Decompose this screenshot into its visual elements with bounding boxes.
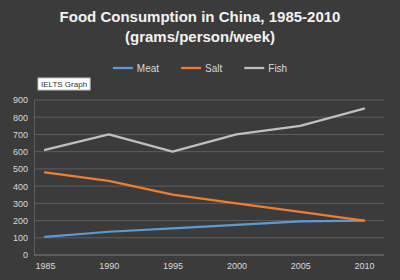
grid-line	[34, 237, 384, 238]
y-tick-label: 900	[13, 95, 28, 105]
x-tick: 2005	[291, 261, 311, 271]
x-tick: 1985	[35, 261, 55, 271]
x-tick-label: 2005	[291, 261, 311, 271]
x-tick-label: 2010	[354, 261, 374, 271]
chart: Food Consumption in China, 1985-2010 (gra…	[0, 0, 400, 280]
grid-line	[34, 186, 384, 187]
x-axis-line	[34, 255, 384, 256]
series-line	[45, 221, 364, 237]
series-line	[45, 109, 364, 152]
title: Food Consumption in China, 1985-2010	[60, 8, 341, 25]
grid	[34, 100, 384, 255]
y-tick-label: 800	[13, 113, 28, 123]
legend-item: Fish	[244, 63, 287, 74]
y-tick-label: 300	[13, 199, 28, 209]
series-line	[45, 172, 364, 220]
y-tick: 200	[13, 216, 28, 226]
grid-line	[34, 100, 384, 101]
x-tick-label: 1995	[163, 261, 183, 271]
y-tick: 600	[13, 147, 28, 157]
x-tick: 2010	[354, 261, 374, 271]
grid-line	[34, 134, 384, 135]
annotation-box	[38, 78, 90, 90]
legend-label: Fish	[268, 63, 287, 74]
y-tick: 400	[13, 181, 28, 191]
y-axis-line	[34, 101, 35, 256]
y-tick: 900	[13, 95, 28, 105]
y-tick-label: 0	[23, 250, 28, 260]
lines	[45, 109, 364, 237]
x-tick-label: 2000	[227, 261, 247, 271]
x-tick: 1990	[99, 261, 119, 271]
y-axis: 0 100 200 300 400 500 600 700 800 900	[13, 95, 35, 260]
grid-line	[34, 168, 384, 169]
y-tick-label: 100	[13, 233, 28, 243]
legend-swatch	[244, 67, 264, 69]
y-tick-label: 500	[13, 164, 28, 174]
legend-label: Meat	[137, 63, 159, 74]
grid-line	[34, 151, 384, 152]
x-tick: 2000	[227, 261, 247, 271]
legend-label: Salt	[205, 63, 222, 74]
legend: Meat Salt Fish	[113, 63, 287, 74]
grid-line	[34, 255, 384, 256]
legend-item: Meat	[113, 63, 159, 74]
y-tick: 300	[13, 199, 28, 209]
y-tick: 500	[13, 164, 28, 174]
y-tick: 0	[23, 250, 28, 260]
x-axis: 1985 1990 1995 2000 2005 2010	[34, 255, 384, 271]
x-tick-label: 1990	[99, 261, 119, 271]
y-tick-label: 700	[13, 130, 28, 140]
legend-swatch	[113, 67, 133, 69]
y-tick-label: 200	[13, 216, 28, 226]
background	[0, 0, 400, 280]
annotation-text: IELTS Graph	[41, 80, 87, 89]
y-tick-label: 400	[13, 181, 28, 191]
legend-item: Salt	[181, 63, 222, 74]
annotation: IELTS Graph	[38, 78, 90, 90]
x-tick: 1995	[163, 261, 183, 271]
subtitle: (grams/person/week)	[125, 28, 275, 45]
y-tick: 800	[13, 113, 28, 123]
grid-line	[34, 203, 384, 204]
y-tick-label: 600	[13, 147, 28, 157]
y-tick: 100	[13, 233, 28, 243]
legend-swatch	[181, 67, 201, 69]
y-tick: 700	[13, 130, 28, 140]
x-tick-label: 1985	[35, 261, 55, 271]
